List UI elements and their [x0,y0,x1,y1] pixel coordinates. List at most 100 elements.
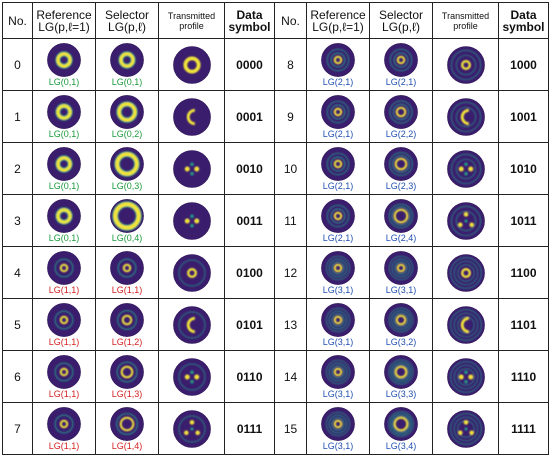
selector-beam-image [110,146,144,181]
selector-cell: LG(3,2) [369,298,433,351]
row-number: 11 [274,194,307,247]
row-number: 7 [2,402,33,455]
data-symbol: 0110 [224,350,275,403]
selector-beam-image [384,42,418,77]
transmitted-profile-image [172,409,211,448]
row-number: 13 [274,298,307,351]
selector-cell: LG(3,4) [369,402,433,455]
reference-cell: LG(0,1) [32,38,96,91]
selector-cell: LG(1,4) [95,402,159,455]
header-selector: Selector LG(p,ℓ) [369,2,433,39]
reference-beam-image [47,146,81,181]
selector-cell: LG(3,1) [369,246,433,299]
selector-label: LG(1,4) [111,440,143,451]
selector-beam-image [384,146,418,181]
data-symbol: 1101 [498,298,549,351]
reference-cell: LG(0,1) [32,194,96,247]
reference-cell: LG(3,1) [306,350,370,403]
transmitted-cell [432,38,499,91]
row-number: 15 [274,402,307,455]
reference-cell: LG(1,1) [32,246,96,299]
reference-beam-image [47,406,81,441]
transmitted-profile-image [172,357,211,396]
reference-label: LG(1,1) [48,336,80,347]
header-selector: Selector LG(p,ℓ) [95,2,159,39]
transmitted-profile-image [446,45,485,84]
selector-label: LG(0,4) [111,232,143,243]
selector-cell: LG(2,1) [369,38,433,91]
transmitted-cell [158,350,225,403]
row-number: 6 [2,350,33,403]
selector-label: LG(3,1) [385,284,417,295]
table-row: 3 LG(0,1) LG(0,4) 0011 11 LG(2,1) LG(2,4) 1011 [2,194,549,247]
selector-label: LG(2,1) [385,76,417,87]
transmitted-profile-image [446,97,485,136]
selector-label: LG(0,2) [111,128,143,139]
transmitted-cell [432,90,499,143]
transmitted-profile-image [446,409,485,448]
header-reference: Reference LG(p,ℓ=1) [306,2,370,39]
reference-label: LG(1,1) [48,440,80,451]
transmitted-profile-image [172,201,211,240]
selector-label: LG(2,4) [385,232,417,243]
data-symbol: 1111 [498,402,549,455]
reference-label: LG(0,1) [48,180,80,191]
selector-cell: LG(1,3) [95,350,159,403]
table-row: 5 LG(1,1) LG(1,2) 0101 13 LG(3,1) LG(3,2) 1101 [2,298,549,351]
header-transmitted: Transmitted profile [158,2,225,39]
table-row: 2 LG(0,1) LG(0,3) 0010 10 LG(2,1) LG(2,3) 1010 [2,142,549,195]
reference-beam-image [47,354,81,389]
selector-label: LG(0,3) [111,180,143,191]
transmitted-cell [432,402,499,455]
selector-label: LG(3,3) [385,388,417,399]
selector-label: LG(0,1) [111,76,143,87]
selector-beam-image [110,42,144,77]
table-body: 0 LG(0,1) LG(0,1) 0000 8 LG(2,1) LG(2,1) 1000 1 L… [2,38,549,455]
transmitted-profile-image [446,149,485,188]
row-number: 4 [2,246,33,299]
data-symbol: 1010 [498,142,549,195]
transmitted-profile-image [172,149,211,188]
row-number: 5 [2,298,33,351]
reference-cell: LG(3,1) [306,246,370,299]
reference-cell: LG(3,1) [306,298,370,351]
transmitted-profile-image [446,305,485,344]
row-number: 14 [274,350,307,403]
reference-label: LG(3,1) [322,388,354,399]
reference-label: LG(3,1) [322,336,354,347]
reference-cell: LG(0,1) [32,142,96,195]
selector-cell: LG(0,3) [95,142,159,195]
row-number: 10 [274,142,307,195]
selector-beam-image [110,302,144,337]
reference-beam-image [47,94,81,129]
reference-label: LG(2,1) [322,128,354,139]
reference-label: LG(2,1) [322,232,354,243]
selector-beam-image [384,94,418,129]
selector-cell: LG(0,1) [95,38,159,91]
transmitted-cell [158,246,225,299]
selector-cell: LG(3,3) [369,350,433,403]
transmitted-cell [432,246,499,299]
header-symbol: Data symbol [498,2,549,39]
reference-beam-image [321,146,355,181]
reference-beam-image [321,94,355,129]
data-symbol: 0011 [224,194,275,247]
data-symbol: 0111 [224,402,275,455]
row-number: 8 [274,38,307,91]
reference-cell: LG(2,1) [306,194,370,247]
reference-cell: LG(0,1) [32,90,96,143]
transmitted-profile-image [172,253,211,292]
selector-beam-image [384,198,418,233]
row-number: 3 [2,194,33,247]
selector-cell: LG(0,2) [95,90,159,143]
reference-cell: LG(1,1) [32,350,96,403]
reference-cell: LG(2,1) [306,38,370,91]
reference-beam-image [321,406,355,441]
selector-label: LG(2,3) [385,180,417,191]
selector-label: LG(2,2) [385,128,417,139]
transmitted-cell [432,350,499,403]
data-symbol: 1110 [498,350,549,403]
selector-beam-image [110,250,144,285]
transmitted-profile-image [446,357,485,396]
header-no: No. [274,2,307,39]
